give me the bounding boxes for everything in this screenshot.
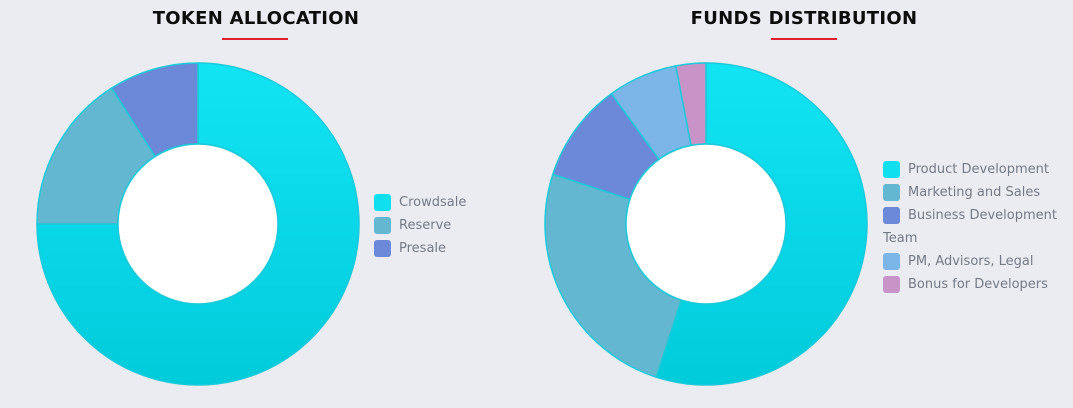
legend-label: Team (883, 231, 918, 246)
legend-label: Marketing and Sales (908, 185, 1041, 200)
legend-swatch (374, 217, 391, 234)
funds-distribution-title: FUNDS DISTRIBUTION (690, 8, 918, 29)
legend-swatch (883, 253, 900, 270)
legend-swatch (883, 207, 900, 224)
legend-label: Reserve (399, 218, 452, 233)
legend-item-product-development[interactable]: Product Development (883, 158, 1069, 181)
legend-swatch (883, 184, 900, 201)
legend-label: Business Development (908, 208, 1057, 223)
legend-item-crowdsale[interactable]: Crowdsale (374, 191, 500, 214)
legend-item-bonus-for-developers[interactable]: Bonus for Developers (883, 273, 1069, 296)
token-allocation-legend: Crowdsale Reserve Presale (374, 191, 500, 260)
donut-hole (625, 143, 787, 305)
title-underline (222, 38, 288, 40)
legend-item-pm-advisors-legal[interactable]: PM, Advisors, Legal (883, 250, 1069, 273)
legend-swatch (883, 276, 900, 293)
legend-item-presale[interactable]: Presale (374, 237, 500, 260)
token-allocation-panel: TOKEN ALLOCATION Crowdsale Reserve Presale (0, 0, 500, 408)
legend-swatch (374, 240, 391, 257)
donut-hole (117, 143, 279, 305)
title-underline (771, 38, 837, 40)
legend-item-reserve[interactable]: Reserve (374, 214, 500, 237)
legend-swatch (374, 194, 391, 211)
legend-item-marketing-and-sales[interactable]: Marketing and Sales (883, 181, 1069, 204)
legend-label: PM, Advisors, Legal (908, 254, 1034, 269)
legend-swatch (883, 161, 900, 178)
funds-distribution-panel: FUNDS DISTRIBUTION Product Development Ma… (515, 0, 1073, 408)
funds-distribution-donut (544, 62, 868, 386)
token-allocation-donut (36, 62, 360, 386)
legend-label: Product Development (908, 162, 1050, 177)
legend-label: Presale (399, 241, 447, 256)
funds-distribution-legend: Product Development Marketing and Sales Bu… (883, 158, 1069, 296)
token-allocation-title: TOKEN ALLOCATION (152, 8, 360, 29)
legend-item-business-development-team[interactable]: Business Development Team (883, 204, 1069, 250)
legend-label: Bonus for Developers (908, 277, 1048, 292)
legend-label: Crowdsale (399, 195, 467, 210)
